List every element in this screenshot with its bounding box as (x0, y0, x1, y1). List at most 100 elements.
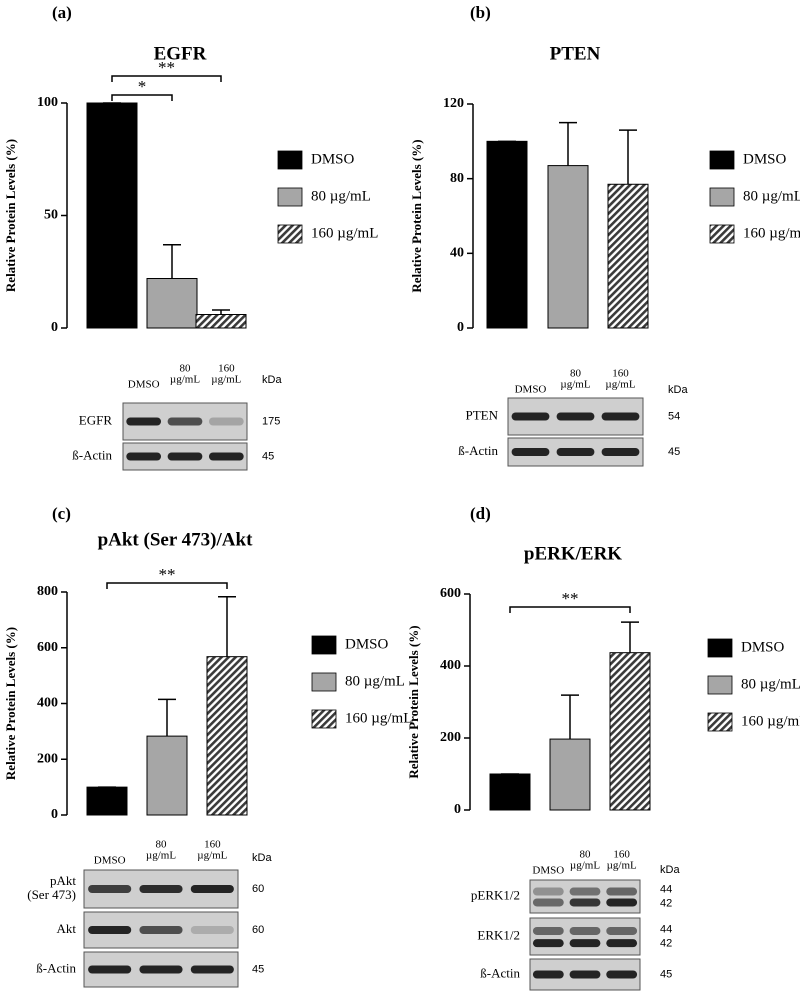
y-tick-label: 0 (457, 320, 464, 335)
significance-label: ** (159, 565, 176, 584)
bar (146, 735, 188, 816)
y-tick-label: 100 (37, 95, 58, 110)
significance-bracket (106, 582, 228, 589)
kda-header: kDa (252, 852, 272, 864)
legend-swatch (709, 150, 735, 170)
legend-label: 160 µg/mL (741, 713, 800, 729)
kda-value: 42 (660, 897, 672, 909)
y-tick-label: 200 (37, 751, 58, 766)
bar (206, 656, 248, 816)
legend-label: 80 µg/mL (311, 188, 371, 204)
blot-band (88, 885, 132, 893)
kda-header: kDa (668, 384, 688, 396)
kda-value: 45 (668, 446, 680, 458)
lane-label: DMSO (128, 379, 160, 391)
kda-header: kDa (660, 864, 680, 876)
bar (86, 102, 138, 329)
y-tick-label: 400 (37, 696, 58, 711)
chart-title: pAkt (Ser 473)/Akt (98, 529, 253, 550)
blot-band (532, 926, 564, 935)
lane-label: 80 (580, 849, 592, 861)
blot-band (208, 452, 244, 461)
legend-label: DMSO (741, 639, 785, 655)
row-label: ß-Actin (36, 960, 76, 975)
legend-label: 80 µg/mL (743, 188, 800, 204)
panel-label: (b) (470, 3, 491, 22)
y-tick-label: 400 (440, 658, 461, 673)
blot-band (167, 417, 203, 426)
panel-label: (a) (52, 3, 72, 22)
kda-value: 60 (252, 883, 264, 895)
blot-band (569, 926, 601, 935)
blot-band (532, 887, 564, 896)
lane-label: µg/mL (607, 860, 637, 872)
blot-band (606, 898, 638, 907)
legend-label: 160 µg/mL (743, 225, 800, 241)
bar (195, 314, 247, 329)
blot-band (139, 885, 183, 893)
y-tick-label: 800 (37, 584, 58, 599)
bar (609, 652, 651, 811)
y-tick-label: 0 (51, 807, 58, 822)
y-axis-label: Relative Protein Levels (%) (3, 139, 18, 292)
lane-label: 160 (612, 368, 629, 380)
bar (486, 140, 528, 329)
legend-label: DMSO (311, 151, 355, 167)
row-label: PTEN (466, 407, 499, 422)
blot-band (190, 885, 234, 893)
blot-band (606, 970, 638, 979)
legend-swatch (277, 187, 303, 207)
legend-swatch (707, 712, 733, 732)
significance-bracket (509, 606, 631, 613)
kda-value: 54 (668, 410, 680, 422)
kda-value: 60 (252, 924, 264, 936)
legend-label: 160 µg/mL (311, 225, 378, 241)
blot-band (139, 965, 183, 974)
kda-value: 44 (660, 883, 672, 895)
bar (146, 278, 198, 329)
significance-label: ** (158, 58, 175, 77)
legend-swatch (311, 672, 337, 692)
legend-label: DMSO (743, 151, 787, 167)
y-tick-label: 200 (440, 730, 461, 745)
legend-swatch (311, 635, 337, 655)
y-axis-label: Relative Protein Levels (%) (406, 625, 421, 778)
legend-swatch (709, 187, 735, 207)
lane-label: 80 (570, 368, 582, 380)
lane-label: µg/mL (560, 379, 590, 391)
significance-bracket (111, 75, 222, 82)
blot-band (511, 412, 550, 421)
blot-band (532, 939, 564, 948)
blot-band (569, 887, 601, 896)
y-tick-label: 40 (450, 246, 464, 261)
blot-band (511, 448, 550, 456)
bar (549, 738, 591, 811)
blot-band (569, 939, 601, 948)
blot-band (208, 417, 244, 426)
blot-strip (529, 917, 641, 956)
blot-strip (529, 879, 641, 914)
row-label: ß-Actin (72, 447, 112, 462)
blot-band (606, 926, 638, 935)
y-tick-label: 80 (450, 171, 464, 186)
legend-swatch (311, 709, 337, 729)
blot-band (126, 452, 162, 461)
bar (547, 165, 589, 329)
blot-band (139, 926, 183, 934)
row-label: pAkt (50, 873, 76, 888)
kda-value: 45 (660, 968, 672, 980)
kda-value: 45 (262, 450, 274, 462)
row-label: ERK1/2 (477, 927, 520, 942)
kda-value: 175 (262, 415, 280, 427)
blot-band (556, 412, 595, 421)
lane-label: µg/mL (570, 860, 600, 872)
blot-band (569, 970, 601, 979)
chart-title: pERK/ERK (524, 543, 622, 564)
blot-band (190, 926, 234, 934)
blot-band (569, 898, 601, 907)
significance-label: * (138, 77, 147, 96)
blot-band (606, 887, 638, 896)
lane-label: DMSO (94, 855, 126, 867)
chart-title: EGFR (154, 43, 207, 64)
